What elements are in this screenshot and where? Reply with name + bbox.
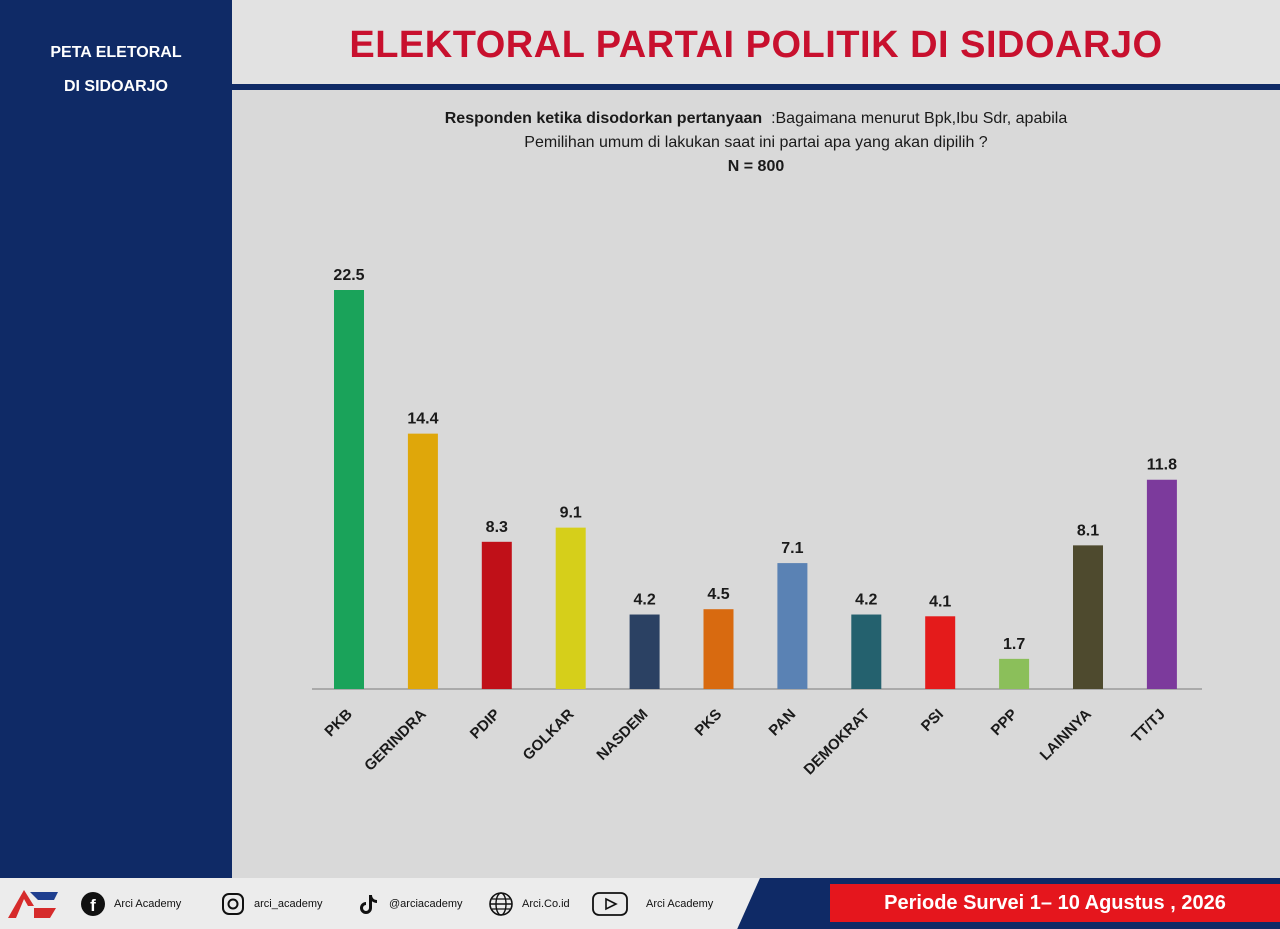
youtube-icon	[592, 891, 628, 917]
data-label: 4.2	[855, 592, 877, 609]
category-label: NASDEM	[593, 706, 651, 764]
category-label: PSI	[918, 706, 947, 735]
bar-pan	[777, 563, 808, 689]
bar-demokrat	[851, 614, 882, 689]
data-label: 8.3	[486, 519, 508, 536]
footer: f Arci Academy arci_academy @arciacademy…	[0, 878, 1280, 929]
page-title: ELEKTORAL PARTAI POLITIK DI SIDOARJO	[349, 24, 1163, 66]
instagram-link[interactable]: arci_academy	[220, 890, 322, 918]
bar-golkar	[555, 527, 586, 689]
sidebar-title-line2: DI SIDOARJO	[63, 78, 168, 95]
bar-psi	[925, 616, 956, 689]
bar-pks	[703, 609, 734, 689]
globe-icon	[488, 891, 514, 917]
question-text-1: :Bagaimana menurut Bpk,Ibu Sdr, apabila	[771, 110, 1068, 127]
category-label: GERINDRA	[361, 706, 430, 775]
survey-period-badge: Periode Survei 1– 10 Agustus , 2026	[830, 884, 1280, 922]
sidebar-title: PETA ELETORAL DI SIDOARJO	[0, 36, 232, 104]
data-label: 9.1	[560, 505, 582, 522]
facebook-label: Arci Academy	[114, 898, 182, 910]
data-label: 4.5	[707, 586, 729, 603]
category-label: TT/TJ	[1128, 706, 1168, 746]
facebook-link[interactable]: f Arci Academy	[80, 890, 181, 918]
youtube-link[interactable]: Arci Academy	[592, 890, 713, 918]
sample-size: N = 800	[727, 158, 785, 175]
instagram-label: arci_academy	[254, 898, 323, 910]
data-label: 7.1	[781, 540, 803, 557]
bar-ppp	[999, 658, 1030, 689]
data-label: 22.5	[333, 267, 364, 284]
data-label: 1.7	[1003, 636, 1025, 653]
sidebar: PETA ELETORAL DI SIDOARJO	[0, 0, 232, 878]
data-label: 4.2	[633, 592, 655, 609]
category-label: PAN	[766, 706, 800, 740]
header: ELEKTORAL PARTAI POLITIK DI SIDOARJO	[232, 0, 1280, 90]
category-label: PPP	[988, 706, 1021, 739]
website-link[interactable]: Arci.Co.id	[488, 890, 570, 918]
instagram-icon	[220, 891, 246, 917]
bar-chart: 22.5 PKB 14.4 GERINDRA 8.3 PDIP 9.1 GOLKAR 4.2 NA…	[312, 267, 1202, 779]
tiktok-icon	[355, 891, 381, 917]
data-label: 4.1	[929, 593, 951, 610]
category-label: LAINNYA	[1037, 706, 1095, 764]
category-label: DEMOKRAT	[801, 706, 874, 779]
question-line1: Responden ketika disodorkan pertanyaan :…	[232, 110, 1280, 128]
category-label: PKB	[321, 706, 356, 741]
data-label: 8.1	[1077, 522, 1099, 539]
bar-lainnya	[1073, 545, 1103, 689]
arci-logo-icon	[8, 890, 58, 918]
facebook-icon: f	[80, 891, 106, 917]
bar-tt-tj	[1146, 479, 1177, 689]
bar-pdip	[481, 541, 512, 689]
tiktok-link[interactable]: @arciacademy	[355, 890, 463, 918]
data-label: 14.4	[407, 411, 438, 428]
footer-social-bar	[0, 878, 760, 929]
question-lead: Responden ketika disodorkan pertanyaan	[444, 110, 763, 127]
website-label: Arci.Co.id	[522, 898, 570, 910]
chart-panel: Responden ketika disodorkan pertanyaan :…	[232, 90, 1280, 878]
bar-pkb	[334, 290, 364, 689]
category-label: GOLKAR	[520, 706, 578, 764]
question-line2: Pemilihan umum di lakukan saat ini parta…	[524, 134, 988, 151]
tiktok-label: @arciacademy	[389, 898, 463, 910]
sidebar-title-line1: PETA ELETORAL	[50, 44, 182, 61]
bar-nasdem	[629, 614, 660, 689]
category-label: PKS	[691, 706, 725, 740]
youtube-label: Arci Academy	[646, 898, 714, 910]
data-label: 11.8	[1147, 457, 1177, 474]
category-label: PDIP	[467, 706, 504, 743]
svg-text:f: f	[90, 896, 96, 915]
bar-gerindra	[407, 433, 438, 689]
